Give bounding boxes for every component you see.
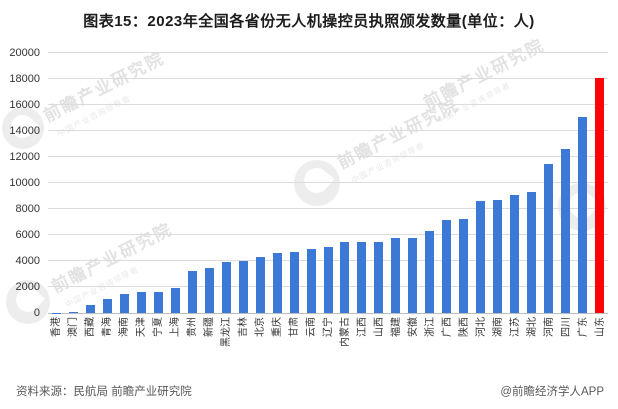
x-tick-label-陕西: 陕西 (458, 317, 470, 337)
bar-海南 (119, 293, 129, 313)
footer: 资料来源：民航局 前瞻产业研究院 @前瞻经济学人APP (16, 383, 604, 399)
source-note: 资料来源：民航局 前瞻产业研究院 (16, 386, 192, 398)
x-tick-label-福建: 福建 (390, 317, 402, 337)
x-tick-label-湖南: 湖南 (492, 317, 504, 337)
bar-重庆 (272, 252, 282, 313)
x-tick-label-河南: 河南 (543, 317, 555, 337)
y-tick-label: 4000 (15, 255, 40, 267)
x-tick-label-甘肃: 甘肃 (289, 317, 301, 337)
x-tick-label-江西: 江西 (356, 317, 368, 337)
bar-四川 (561, 149, 571, 313)
x-tick-label-黑龙江: 黑龙江 (221, 317, 233, 347)
x-axis-line (48, 313, 608, 314)
bar-甘肃 (289, 251, 299, 313)
x-tick-label-海南: 海南 (119, 317, 131, 337)
bar-贵州 (187, 271, 197, 313)
gridline (48, 156, 608, 157)
bar-山东 (595, 77, 604, 313)
bar-湖南 (493, 199, 503, 313)
gridline (48, 104, 608, 105)
x-tick-label-内蒙古: 内蒙古 (339, 317, 351, 347)
x-tick-label-澳门: 澳门 (68, 317, 80, 337)
bar-青海 (102, 298, 112, 313)
bar-广西 (442, 219, 452, 313)
y-tick-label: 16000 (9, 99, 40, 111)
x-tick-label-江苏: 江苏 (509, 317, 521, 337)
bar-福建 (391, 238, 401, 313)
x-tick-label-青海: 青海 (102, 317, 114, 337)
x-tick-label-上海: 上海 (170, 317, 182, 337)
bar-浙江 (425, 231, 435, 313)
bar-宁夏 (153, 291, 163, 313)
y-tick-label: 6000 (15, 229, 40, 241)
bar-湖北 (527, 192, 537, 313)
chart-title: 图表15：2023年全国各省份无人机操控员执照颁发数量(单位：人) (83, 13, 535, 30)
y-tick-label: 8000 (15, 203, 40, 215)
gridline (48, 182, 608, 183)
x-tick-label-新疆: 新疆 (204, 317, 216, 337)
y-tick-label: 14000 (9, 125, 40, 137)
bar-西藏 (85, 304, 95, 313)
y-axis-labels: 0 2000 4000 6000 8000 10000 12000 14000 16000 180… (0, 47, 40, 319)
x-axis-labels: 香港 澳门 西藏 青海 海南 天津 宁夏 上海 贵州 新疆 黑龙江 吉林 北京 重庆 甘肃 云南 辽宁 内蒙古 江西… (48, 317, 608, 377)
bar-北京 (255, 257, 265, 313)
gridline (48, 52, 608, 53)
gridline (48, 208, 608, 209)
gridline (48, 234, 608, 235)
bar-云南 (306, 249, 316, 313)
bar-江西 (357, 242, 367, 313)
y-tick-label: 2000 (15, 281, 40, 293)
bar-上海 (170, 288, 180, 313)
gridline (48, 78, 608, 79)
x-tick-label-吉林: 吉林 (238, 317, 250, 337)
x-tick-label-河北: 河北 (475, 317, 487, 337)
gridline (48, 130, 608, 131)
bar-新疆 (204, 267, 214, 313)
x-tick-label-山东: 山东 (594, 317, 606, 337)
x-tick-label-天津: 天津 (136, 317, 148, 337)
x-tick-label-山西: 山西 (373, 317, 385, 337)
x-tick-label-湖北: 湖北 (526, 317, 538, 337)
y-tick-label: 18000 (9, 73, 40, 85)
x-tick-label-贵州: 贵州 (187, 317, 199, 337)
bar-辽宁 (323, 246, 333, 313)
bar-河北 (476, 201, 486, 313)
bar-河南 (544, 163, 554, 313)
y-tick-label: 0 (33, 307, 40, 319)
x-tick-label-浙江: 浙江 (424, 317, 436, 337)
x-tick-label-重庆: 重庆 (272, 317, 284, 337)
x-tick-label-云南: 云南 (306, 317, 318, 337)
bar-天津 (136, 291, 146, 313)
bar-山西 (374, 242, 384, 313)
x-tick-label-广西: 广西 (441, 317, 453, 337)
x-tick-label-辽宁: 辽宁 (323, 317, 334, 337)
y-tick-label: 10000 (9, 177, 40, 189)
x-tick-label-四川: 四川 (560, 317, 572, 337)
y-tick-label: 12000 (9, 151, 40, 163)
bar-陕西 (459, 219, 469, 313)
x-tick-label-广东: 广东 (577, 317, 589, 337)
x-tick-label-北京: 北京 (255, 317, 267, 337)
bar-江苏 (510, 194, 520, 313)
x-tick-label-安徽: 安徽 (407, 317, 419, 337)
bar-澳门 (68, 312, 78, 313)
bar-吉林 (238, 261, 248, 313)
x-tick-label-宁夏: 宁夏 (153, 317, 165, 337)
bar-安徽 (408, 238, 418, 313)
credit-note: @前瞻经济学人APP (500, 386, 604, 398)
x-tick-label-香港: 香港 (51, 317, 63, 337)
y-tick-label: 20000 (9, 47, 40, 59)
bar-广东 (578, 116, 588, 313)
bar-chart-plot-area (48, 52, 608, 314)
bar-内蒙古 (340, 242, 350, 313)
x-tick-label-西藏: 西藏 (85, 317, 97, 337)
bar-黑龙江 (221, 262, 231, 313)
